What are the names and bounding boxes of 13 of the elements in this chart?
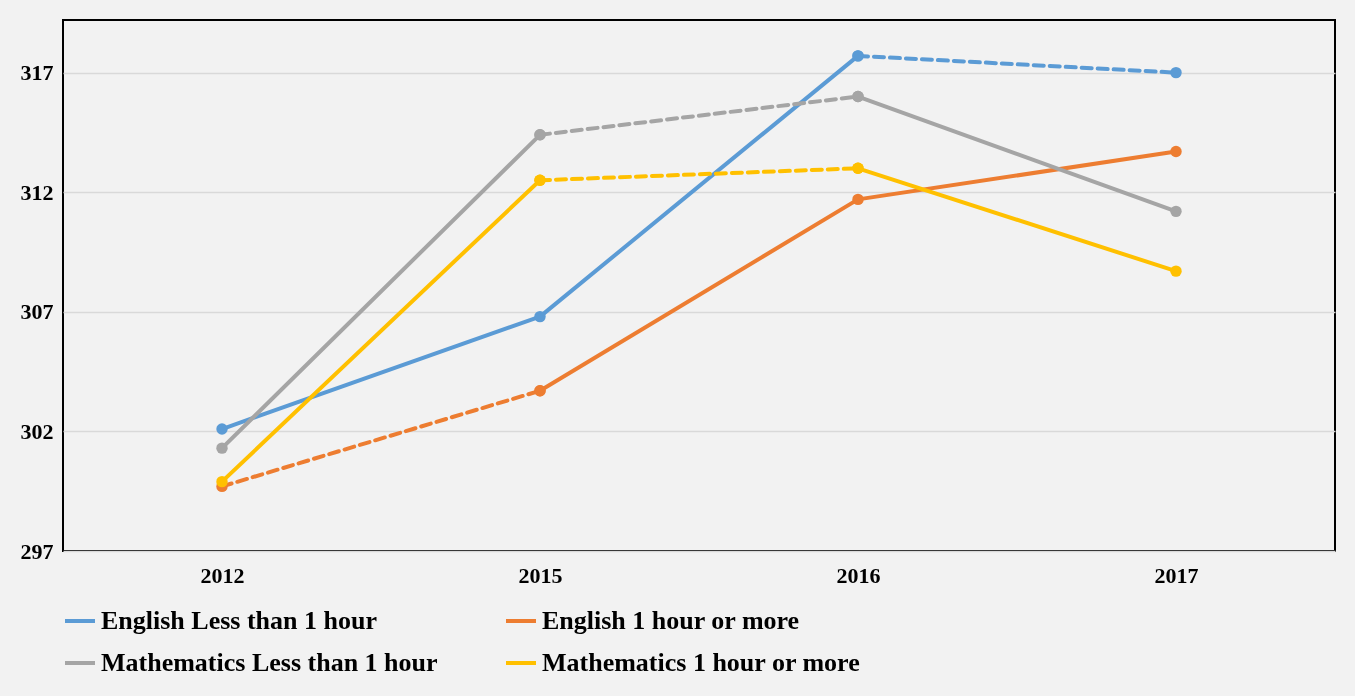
y-tick-label: 297 xyxy=(20,538,54,564)
x-tick-label: 2016 xyxy=(836,562,881,588)
legend-label: Mathematics 1 hour or more xyxy=(542,648,860,677)
y-tick-label: 312 xyxy=(20,179,54,205)
legend-label: English Less than 1 hour xyxy=(101,606,377,635)
x-tick-label: 2017 xyxy=(1154,562,1199,588)
legend-label: English 1 hour or more xyxy=(542,606,800,635)
x-tick-label: 2012 xyxy=(200,562,245,588)
legend-label: Mathematics Less than 1 hour xyxy=(101,648,438,677)
x-tick-label: 2015 xyxy=(518,562,563,588)
y-tick-label: 317 xyxy=(20,60,54,86)
y-tick-label: 302 xyxy=(20,418,54,444)
y-tick-label: 307 xyxy=(20,299,54,325)
